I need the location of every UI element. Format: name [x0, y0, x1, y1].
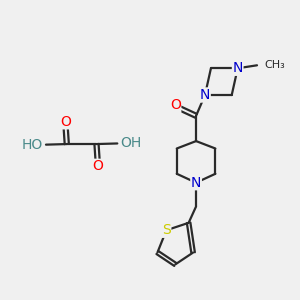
Text: O: O	[92, 159, 104, 173]
Text: OH: OH	[120, 136, 142, 151]
Text: CH₃: CH₃	[264, 60, 285, 70]
Text: O: O	[170, 98, 181, 112]
Text: N: N	[191, 176, 201, 190]
Text: O: O	[60, 115, 71, 129]
Text: N: N	[200, 88, 210, 102]
Text: HO: HO	[22, 138, 43, 152]
Text: N: N	[232, 61, 243, 75]
Text: S: S	[162, 223, 171, 237]
